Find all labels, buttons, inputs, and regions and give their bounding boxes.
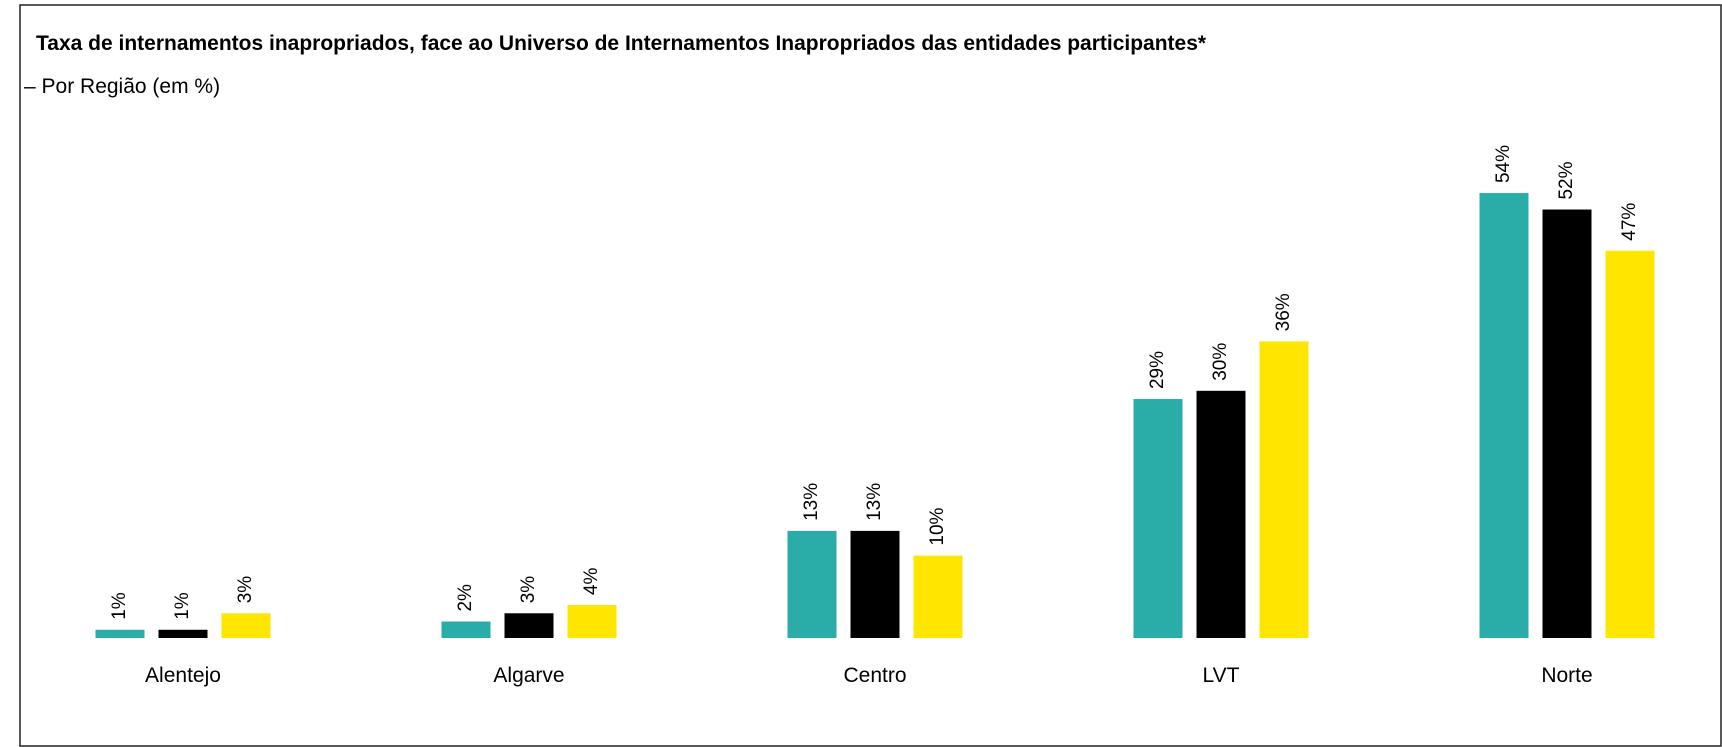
- bar: [95, 629, 145, 638]
- bar: [850, 530, 900, 638]
- value-label: 13%: [864, 483, 885, 521]
- value-label: 30%: [1210, 343, 1231, 381]
- bar: [221, 613, 271, 638]
- value-label: 1%: [109, 592, 130, 620]
- x-tick-label: Algarve: [493, 664, 564, 687]
- value-label: 2%: [455, 584, 476, 612]
- bar: [158, 629, 208, 638]
- bar: [787, 530, 837, 638]
- value-label: 3%: [235, 576, 256, 604]
- bar: [1196, 390, 1246, 638]
- x-tick-label: Centro: [843, 664, 906, 687]
- value-label: 10%: [927, 507, 948, 545]
- bar: [1542, 209, 1592, 638]
- bar: [1605, 250, 1655, 638]
- value-label: 54%: [1493, 145, 1514, 183]
- value-label: 47%: [1619, 203, 1640, 241]
- x-tick-label: Alentejo: [145, 664, 221, 687]
- chart-subtitle: – Por Região (em %): [24, 75, 220, 98]
- value-label: 3%: [518, 576, 539, 604]
- bar: [1479, 193, 1529, 639]
- chart-title: Taxa de internamentos inapropriados, fac…: [36, 32, 1207, 55]
- value-label: 1%: [172, 592, 193, 620]
- bar: [1259, 341, 1309, 638]
- value-label: 36%: [1273, 293, 1294, 331]
- value-label: 52%: [1556, 161, 1577, 199]
- bar: [567, 605, 617, 638]
- bar: [1133, 399, 1183, 638]
- frame: [19, 4, 1722, 747]
- bar: [913, 555, 963, 638]
- bar: [441, 621, 491, 638]
- bar: [504, 613, 554, 638]
- value-label: 4%: [581, 567, 602, 595]
- x-tick-label: LVT: [1203, 664, 1240, 687]
- x-tick-label: Norte: [1541, 664, 1592, 687]
- value-label: 13%: [801, 483, 822, 521]
- value-label: 29%: [1147, 351, 1168, 389]
